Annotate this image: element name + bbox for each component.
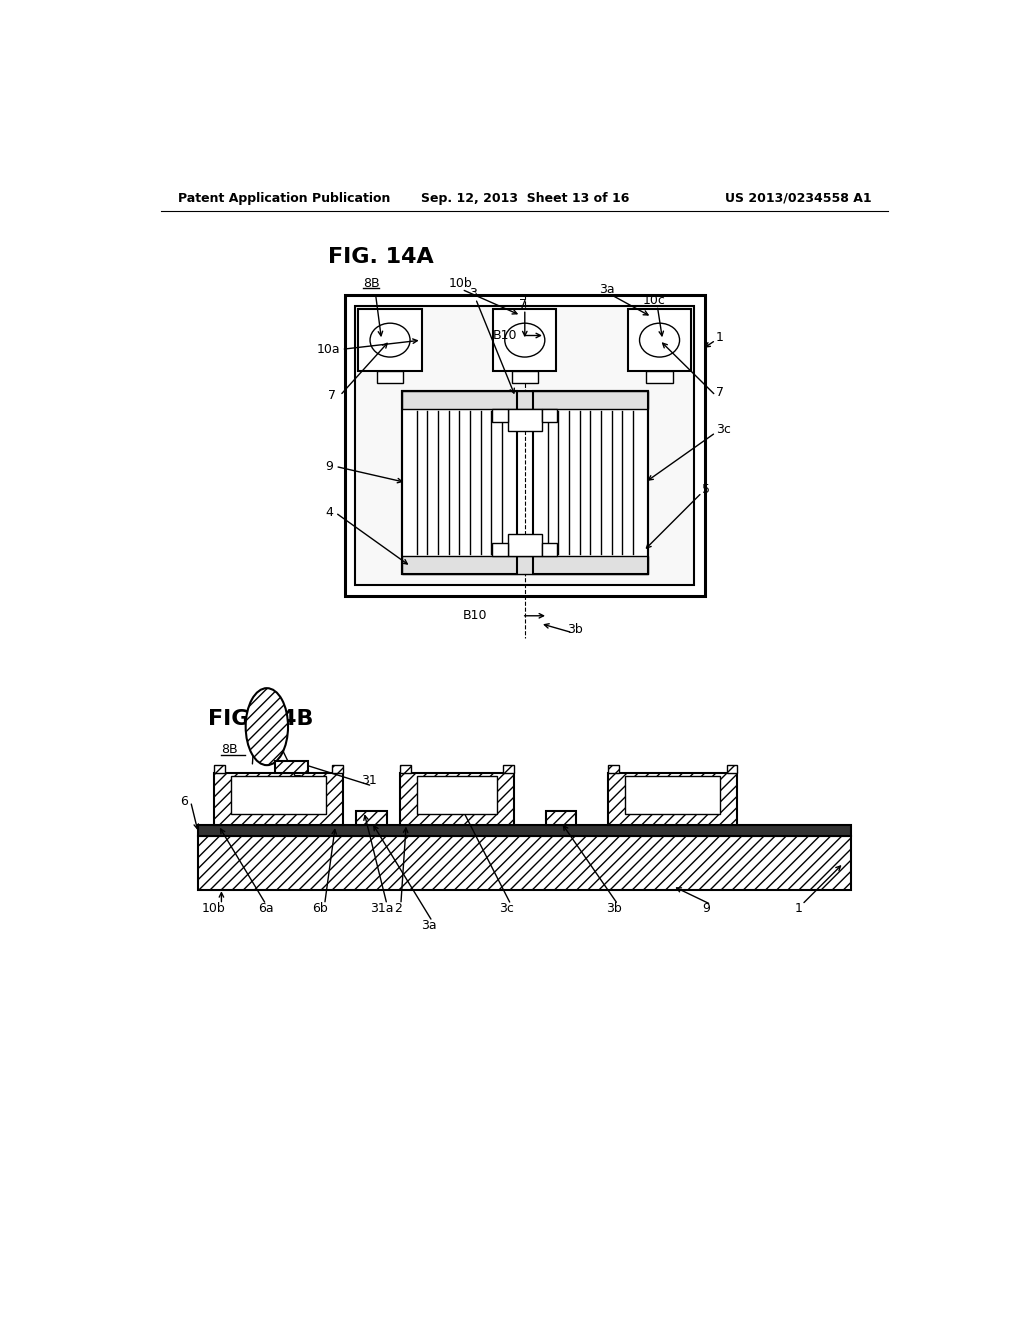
Text: 6b: 6b	[312, 902, 328, 915]
Bar	[214, 774, 343, 825]
Text: 9: 9	[702, 902, 711, 915]
Bar	[345, 296, 705, 595]
Bar	[199, 825, 851, 836]
Text: 31a: 31a	[370, 902, 393, 915]
Text: 3b: 3b	[567, 623, 583, 636]
Bar	[356, 812, 387, 825]
Text: Patent Application Publication: Patent Application Publication	[178, 191, 391, 205]
Text: 4: 4	[326, 506, 333, 519]
Text: US 2013/0234558 A1: US 2013/0234558 A1	[725, 191, 871, 205]
Bar	[646, 371, 673, 383]
Bar	[214, 766, 224, 774]
Text: 3c: 3c	[499, 902, 514, 915]
Bar	[230, 776, 326, 814]
Bar	[608, 766, 618, 774]
Bar	[230, 776, 326, 814]
Bar	[493, 544, 508, 556]
Bar	[401, 391, 648, 409]
Text: 10c: 10c	[643, 294, 666, 308]
Bar	[417, 776, 497, 814]
Text: 7: 7	[328, 389, 336, 403]
Bar	[358, 309, 422, 371]
Text: 10a: 10a	[316, 343, 340, 356]
Bar	[493, 409, 508, 422]
Text: 10b: 10b	[449, 277, 472, 290]
Text: 2: 2	[394, 902, 402, 915]
Bar	[333, 766, 343, 774]
Text: 7: 7	[519, 298, 527, 312]
Text: 1: 1	[716, 330, 724, 343]
Bar	[508, 409, 542, 430]
Bar	[401, 556, 648, 574]
Bar	[401, 391, 517, 574]
Bar	[727, 766, 737, 774]
Text: 5: 5	[701, 483, 710, 496]
Text: 1: 1	[795, 902, 803, 915]
Bar	[608, 774, 737, 825]
Ellipse shape	[246, 688, 288, 766]
Bar	[355, 306, 694, 585]
Bar	[503, 766, 514, 774]
Bar	[508, 535, 542, 556]
Bar	[532, 391, 648, 574]
Text: 3: 3	[469, 286, 477, 300]
Text: 3a: 3a	[422, 919, 437, 932]
Text: 3c: 3c	[716, 422, 731, 436]
Text: 8B: 8B	[364, 277, 380, 289]
Text: 9: 9	[326, 459, 333, 473]
Text: 8B: 8B	[221, 743, 238, 756]
Bar	[546, 812, 577, 825]
Text: B10: B10	[463, 610, 487, 622]
Text: 6: 6	[179, 795, 187, 808]
Bar	[417, 776, 497, 814]
Text: 3b: 3b	[606, 902, 622, 915]
Bar	[377, 371, 403, 383]
Text: Sep. 12, 2013  Sheet 13 of 16: Sep. 12, 2013 Sheet 13 of 16	[421, 191, 629, 205]
Bar	[625, 776, 720, 814]
Bar	[199, 836, 851, 890]
Text: B10: B10	[493, 329, 517, 342]
Text: FIG. 14B: FIG. 14B	[208, 709, 313, 729]
Bar	[494, 309, 556, 371]
Text: 6a: 6a	[258, 902, 273, 915]
Text: FIG. 14A: FIG. 14A	[328, 247, 433, 267]
Bar	[400, 766, 411, 774]
Bar	[628, 309, 691, 371]
Bar	[274, 760, 308, 774]
Bar	[400, 774, 514, 825]
Bar	[512, 371, 538, 383]
Text: 31: 31	[361, 774, 377, 787]
Bar	[542, 544, 557, 556]
Bar	[542, 409, 557, 422]
Bar	[401, 391, 648, 574]
Text: 3a: 3a	[599, 282, 614, 296]
Text: 7: 7	[295, 774, 302, 787]
Text: 10b: 10b	[202, 902, 225, 915]
Bar	[625, 776, 720, 814]
Text: 7: 7	[716, 385, 724, 399]
